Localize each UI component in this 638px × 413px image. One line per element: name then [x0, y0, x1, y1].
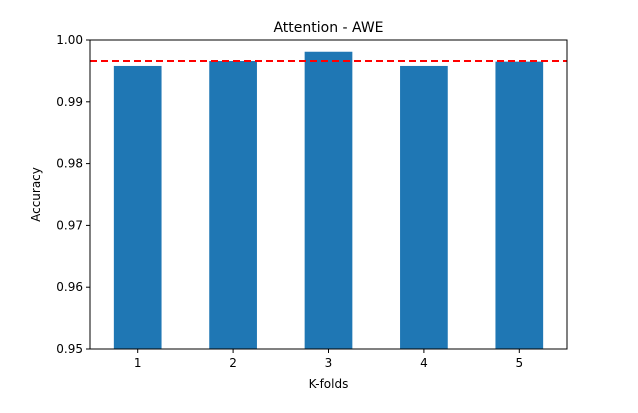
- x-ticks-layer: 1 2 3 4 5: [134, 349, 523, 370]
- bar-3: [304, 51, 353, 349]
- y-tick-label-0.96: 0.96: [56, 280, 83, 294]
- bar-4: [400, 65, 448, 350]
- x-tick-label-3: 3: [325, 356, 333, 370]
- x-tick-label-5: 5: [515, 356, 523, 370]
- x-axis-label: K-folds: [309, 377, 349, 391]
- y-tick-label-1.00: 1.00: [56, 33, 83, 47]
- y-axis-label: Accuracy: [29, 167, 43, 222]
- y-tick-label-0.97: 0.97: [56, 218, 83, 232]
- y-tick-label-0.99: 0.99: [56, 95, 83, 109]
- y-tick-label-0.95: 0.95: [56, 342, 83, 356]
- bars-layer: [113, 51, 544, 350]
- y-tick-label-0.98: 0.98: [56, 157, 83, 171]
- y-ticks-layer: 0.95 0.96 0.97 0.98 0.99 1.00: [56, 33, 90, 356]
- x-tick-label-4: 4: [420, 356, 428, 370]
- chart-title: Attention - AWE: [273, 20, 383, 36]
- x-tick-label-2: 2: [229, 356, 237, 370]
- bar-5: [495, 61, 544, 349]
- x-tick-label-1: 1: [134, 356, 142, 370]
- bar-1: [113, 65, 162, 350]
- bar-2: [209, 61, 257, 350]
